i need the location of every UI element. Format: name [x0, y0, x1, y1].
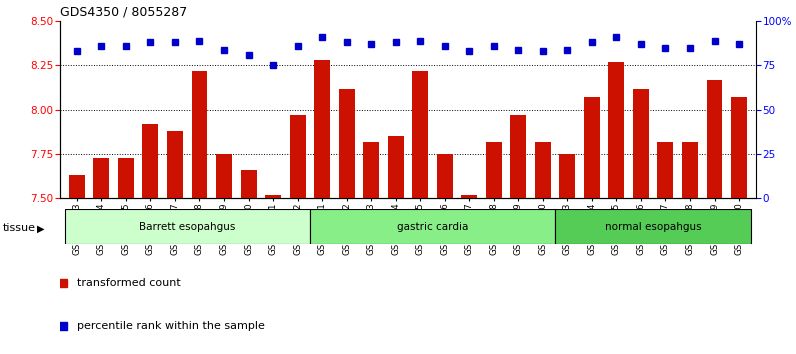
Text: normal esopahgus: normal esopahgus	[605, 222, 701, 232]
Bar	[388, 136, 404, 198]
Bar	[240, 170, 256, 198]
Bar	[486, 142, 501, 198]
Bar	[69, 175, 85, 198]
Bar	[93, 158, 109, 198]
Bar	[535, 142, 551, 198]
Bar	[707, 80, 723, 198]
Bar	[555, 209, 751, 244]
Bar	[510, 115, 526, 198]
Bar	[682, 142, 698, 198]
Text: Barrett esopahgus: Barrett esopahgus	[139, 222, 236, 232]
Text: tissue: tissue	[2, 223, 35, 233]
Bar	[633, 88, 649, 198]
Bar	[142, 124, 158, 198]
Bar	[657, 142, 673, 198]
Bar	[731, 97, 747, 198]
Text: gastric cardia: gastric cardia	[396, 222, 468, 232]
Bar	[192, 71, 208, 198]
Bar	[290, 115, 306, 198]
Bar	[437, 154, 453, 198]
Bar	[64, 209, 310, 244]
Text: GDS4350 / 8055287: GDS4350 / 8055287	[60, 5, 187, 18]
Bar	[314, 60, 330, 198]
Bar	[167, 131, 183, 198]
Bar	[310, 209, 555, 244]
Text: transformed count: transformed count	[77, 278, 181, 288]
Bar	[118, 158, 134, 198]
Bar	[265, 195, 281, 198]
Bar	[216, 154, 232, 198]
Bar	[560, 154, 576, 198]
Text: ▶: ▶	[37, 223, 44, 233]
Bar	[608, 62, 624, 198]
Bar	[338, 88, 354, 198]
Bar	[412, 71, 428, 198]
Bar	[462, 195, 478, 198]
Bar	[363, 142, 379, 198]
Bar	[584, 97, 600, 198]
Text: percentile rank within the sample: percentile rank within the sample	[77, 321, 265, 331]
